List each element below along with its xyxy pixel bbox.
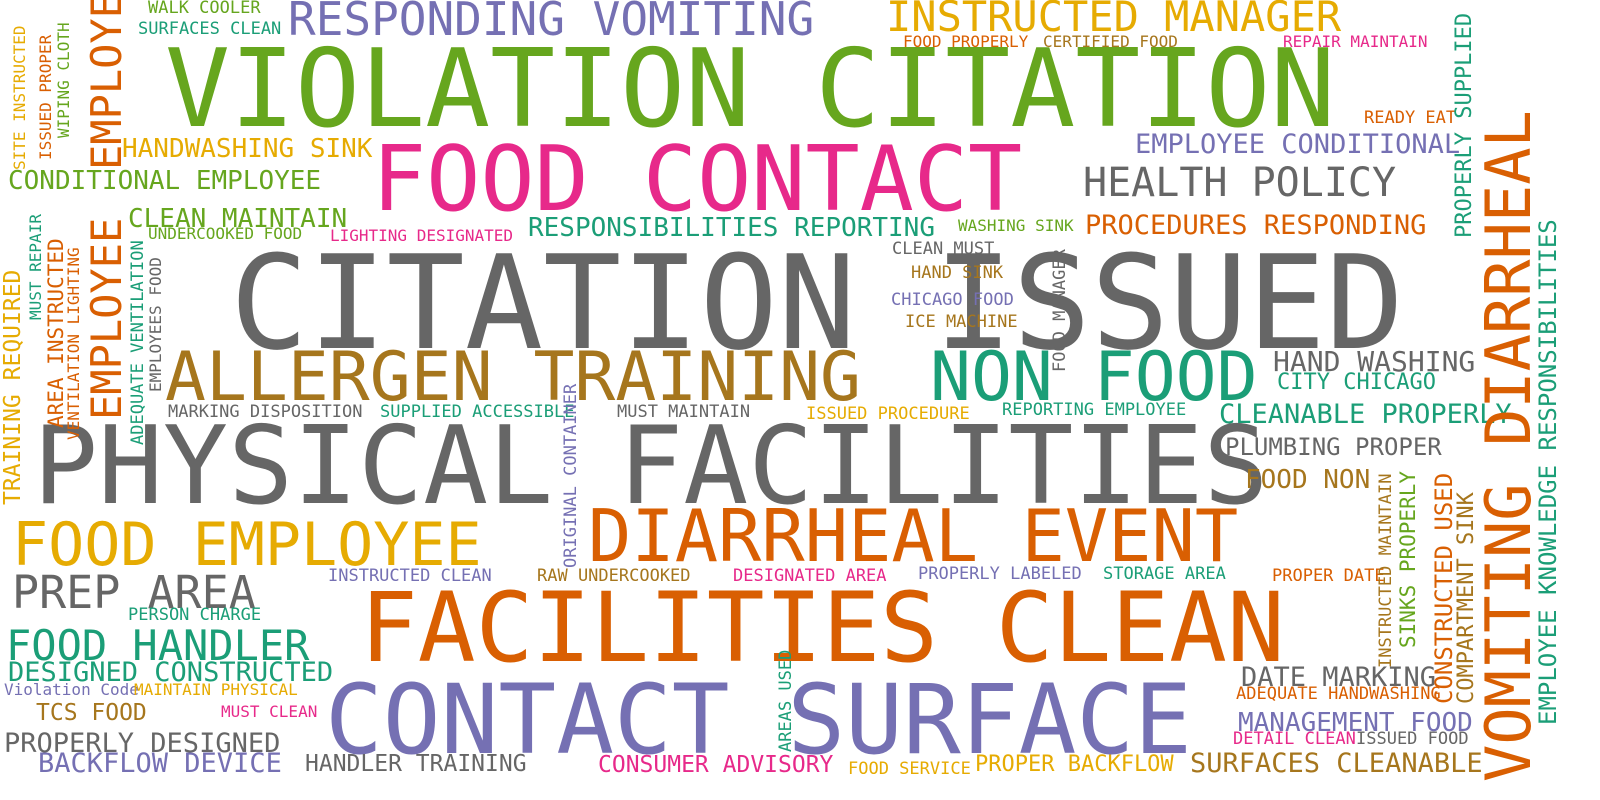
word-handwashing-sink: HANDWASHING SINK: [122, 134, 373, 164]
word-sinks-properly: SINKS PROPERLY: [1396, 470, 1420, 648]
word-adequate-handwashing: ADEQUATE HANDWASHING: [1236, 684, 1441, 704]
word-chicago-food: CHICAGO FOOD: [891, 290, 1014, 310]
word-prep-area: PREP AREA: [12, 566, 256, 619]
word-food-employee: FOOD EMPLOYEE: [12, 510, 482, 580]
word-surfaces-clean: SURFACES CLEAN: [138, 19, 282, 39]
word-hand-washing: HAND WASHING: [1273, 345, 1476, 378]
word-management-food: MANAGEMENT FOOD: [1238, 708, 1473, 738]
word-maintain-physical: MAINTAIN PHYSICAL: [134, 680, 298, 699]
word-must-maintain: MUST MAINTAIN: [617, 402, 751, 422]
word-areas-used: AREAS USED: [776, 649, 796, 752]
word-food-service: FOOD SERVICE: [848, 759, 971, 779]
word-conditional-employee: CONDITIONAL EMPLOYEE: [8, 166, 322, 196]
word-responsibilities-reporting: RESPONSIBILITIES REPORTING: [528, 213, 935, 243]
word-diarrheal-event: DIARRHEAL EVENT: [588, 494, 1239, 578]
word-employees-food: EMPLOYEES FOOD: [146, 257, 165, 392]
word-ice-machine: ICE MACHINE: [905, 312, 1018, 332]
word-plumbing-proper: PLUMBING PROPER: [1225, 433, 1442, 461]
word-proper-backflow: PROPER BACKFLOW: [975, 752, 1174, 777]
word-adequate-ventilation: ADEQUATE VENTILATION: [128, 240, 148, 445]
word-food-properly: FOOD PROPERLY: [903, 32, 1029, 51]
word-tcs-food: TCS FOOD: [36, 700, 147, 726]
word-employee: EMPLOYEE: [82, 217, 131, 420]
word-date-marking: DATE MARKING: [1241, 662, 1437, 693]
word-clean-must: CLEAN MUST: [892, 239, 995, 259]
word-food-handler: FOOD HANDLER: [6, 621, 310, 670]
word-procedures-responding: PROCEDURES RESPONDING: [1085, 210, 1427, 241]
word-non-food: NON FOOD: [930, 338, 1258, 417]
word-violation-citation: VIOLATION CITATION: [165, 27, 1336, 152]
word-responding-vomiting: RESPONDING VOMITING: [288, 0, 815, 46]
word-instructed-clean: INSTRUCTED CLEAN: [328, 566, 492, 586]
word-backflow-device: BACKFLOW DEVICE: [38, 748, 282, 779]
word-cleanable-properly: CLEANABLE PROPERLY: [1219, 399, 1512, 430]
word-consumer-advisory: CONSUMER ADVISORY: [598, 752, 834, 778]
word-employee-conditional: EMPLOYEE CONDITIONAL: [1135, 129, 1461, 160]
word-lighting-designated: LIGHTING DESIGNATED: [330, 226, 514, 245]
word-surfaces-cleanable: SURFACES CLEANABLE: [1190, 748, 1483, 779]
word-properly-labeled: PROPERLY LABELED: [918, 564, 1082, 584]
word-employee-health: EMPLOYEE HEALTH: [82, 0, 131, 170]
word-ventilation-lighting: VENTILATION LIGHTING: [64, 247, 83, 440]
word-constructed-used: CONSTRUCTED USED: [1430, 472, 1458, 704]
word-repair-maintain: REPAIR MAINTAIN: [1283, 32, 1428, 51]
word-issued-proper: ISSUED PROPER: [36, 34, 55, 160]
word-physical-facilities: PHYSICAL FACILITIES: [33, 404, 1269, 529]
word-storage-area: STORAGE AREA: [1103, 564, 1226, 584]
word-properly-designed: PROPERLY DESIGNED: [4, 728, 281, 759]
word-violation-code: Violation Code: [4, 680, 139, 699]
word-instructed-manager: INSTRUCTED MANAGER: [886, 0, 1342, 41]
word-original-container: ORIGINAL CONTAINER: [561, 383, 581, 568]
word-issued-procedure: ISSUED PROCEDURE: [806, 404, 970, 424]
word-properly-supplied: PROPERLY SUPPLIED: [1452, 12, 1477, 238]
word-proper-date: PROPER DATE: [1272, 566, 1385, 586]
word-employee-knowledge-responsibilities: EMPLOYEE KNOWLEDGE RESPONSIBILITIES: [1534, 219, 1562, 725]
word-wiping-cloth: WIPING CLOTH: [54, 22, 73, 138]
word-washing-sink: WASHING SINK: [958, 216, 1074, 235]
word-instructed-maintain: INSTRUCTED MAINTAIN: [1376, 473, 1396, 668]
word-vomiting-diarrheal: VOMITING DIARRHEAL: [1472, 110, 1545, 782]
word-reporting-employee: REPORTING EMPLOYEE: [1002, 400, 1187, 420]
word-hand-sink: HAND SINK: [911, 263, 1004, 283]
word-raw-undercooked: RAW UNDERCOOKED: [537, 566, 691, 586]
word-issued-food: ISSUED FOOD: [1356, 729, 1469, 749]
word-training-required: TRAINING REQUIRED: [0, 269, 26, 505]
word-compartment-sink: COMPARTMENT SINK: [1454, 492, 1479, 704]
word-ready-eat: READY EAT: [1364, 108, 1457, 128]
word-handler-training: HANDLER TRAINING: [305, 751, 527, 777]
word-detail-clean: DETAIL CLEAN: [1233, 729, 1356, 749]
word-must-repair: MUST REPAIR: [26, 214, 45, 320]
word-person-charge: PERSON CHARGE: [128, 605, 262, 625]
word-facilities-clean: FACILITIES CLEAN: [360, 572, 1285, 684]
word-food-non: FOOD NON: [1245, 465, 1371, 495]
word-food-contact: FOOD CONTACT: [372, 127, 1023, 232]
word-citation-issued: CITATION ISSUED: [230, 227, 1404, 379]
word-food-manager: FOOD MANAGER: [1050, 249, 1070, 372]
word-site-instructed: SITE INSTRUCTED: [10, 25, 29, 171]
word-contact-surface: CONTACT SURFACE: [325, 664, 1192, 776]
word-city-chicago: CITY CHICAGO: [1277, 370, 1436, 395]
word-walk-cooler: WALK COOLER: [148, 0, 261, 18]
word-certified-food: CERTIFIED FOOD: [1043, 32, 1178, 51]
word-supplied-accessible: SUPPLIED ACCESSIBLE: [380, 402, 575, 422]
word-designed-constructed: DESIGNED CONSTRUCTED: [8, 657, 334, 688]
word-must-clean: MUST CLEAN: [221, 702, 318, 721]
word-marking-disposition: MARKING DISPOSITION: [168, 402, 363, 422]
word-health-policy: HEALTH POLICY: [1083, 160, 1397, 206]
word-clean-maintain: CLEAN MAINTAIN: [128, 204, 348, 234]
word-undercooked-food: UNDERCOOKED FOOD: [148, 224, 303, 243]
word-allergen-training: ALLERGEN TRAINING: [165, 338, 861, 417]
word-designated-area: DESIGNATED AREA: [733, 566, 887, 586]
